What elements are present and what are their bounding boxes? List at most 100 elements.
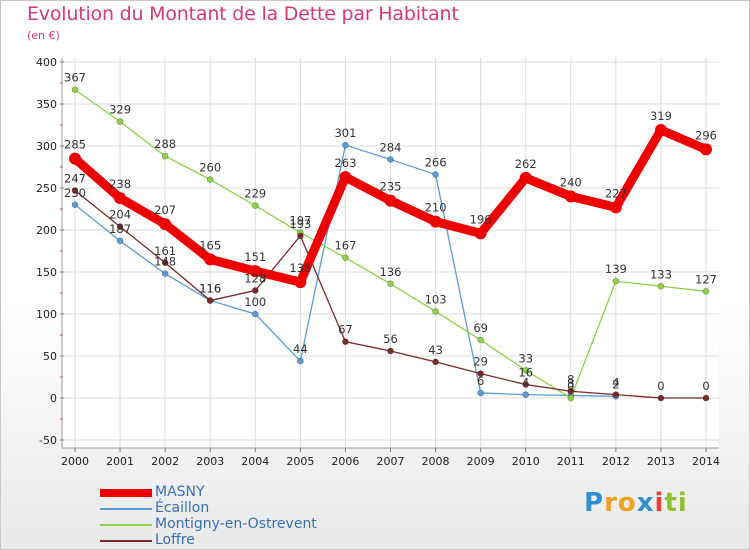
data-label-loffre: 161 — [154, 244, 176, 258]
data-label-montigny-en-ostrevent: 260 — [199, 161, 221, 175]
legend-item-masny: MASNY — [100, 484, 360, 501]
data-point-ecaillon — [71, 201, 79, 209]
data-label-ecaillon: 148 — [154, 255, 176, 269]
y-tick-label: 350 — [36, 98, 57, 111]
data-point-masny — [339, 171, 352, 184]
logo-letter: x — [636, 488, 655, 518]
data-point-masny — [474, 227, 487, 240]
data-point-masny — [114, 192, 127, 205]
data-label-masny: 296 — [695, 128, 717, 142]
x-tick-label: 2010 — [512, 455, 540, 468]
data-label-ecaillon: 301 — [334, 126, 356, 140]
data-point-masny — [249, 265, 262, 278]
data-label-montigny-en-ostrevent: 103 — [425, 292, 447, 306]
data-point-ecaillon — [387, 156, 394, 163]
y-tick-label: 0 — [50, 392, 57, 405]
data-point-loffre — [657, 394, 665, 402]
x-tick-label: 2005 — [286, 455, 314, 468]
logo-letter: i — [677, 488, 688, 518]
data-label-montigny-en-ostrevent: 197 — [289, 214, 311, 228]
data-label-montigny-en-ostrevent: 167 — [334, 239, 356, 253]
y-tick-label: 250 — [36, 182, 57, 195]
data-point-masny — [654, 124, 667, 137]
data-label-masny: 285 — [64, 138, 86, 152]
data-point-masny — [700, 143, 712, 156]
data-label-ecaillon: 116 — [199, 282, 221, 296]
data-label-masny: 263 — [334, 156, 356, 170]
data-point-loffre — [567, 387, 575, 395]
data-label-ecaillon: 6 — [477, 374, 484, 388]
chart-title: Evolution du Montant de la Dette par Hab… — [27, 3, 459, 25]
data-point-montigny-en-ostrevent — [567, 394, 575, 402]
data-label-masny: 235 — [380, 180, 402, 194]
legend-swatch-ecaillon — [100, 508, 152, 510]
data-label-masny: 262 — [515, 157, 537, 171]
data-label-masny: 210 — [425, 201, 447, 215]
data-point-ecaillon — [251, 310, 259, 318]
chart-unit: (en €) — [27, 29, 60, 42]
data-label-ecaillon: 44 — [293, 342, 308, 356]
legend-label-ecaillon: Écaillon — [155, 500, 210, 516]
data-label-ecaillon: 4 — [522, 376, 529, 390]
data-label-ecaillon: 100 — [244, 295, 266, 309]
data-label-montigny-en-ostrevent: 33 — [518, 351, 533, 365]
data-point-loffre — [297, 232, 304, 240]
logo-letter: P — [584, 488, 605, 518]
x-tick-label: 2008 — [422, 455, 450, 468]
data-label-loffre: 16 — [518, 366, 533, 380]
data-label-loffre: 204 — [109, 208, 131, 222]
data-point-loffre — [342, 338, 349, 346]
legend-swatch-loffre — [100, 540, 152, 542]
data-point-loffre — [612, 391, 620, 398]
x-tick-label: 2014 — [692, 455, 720, 468]
data-label-masny: 238 — [109, 177, 131, 191]
data-label-montigny-en-ostrevent: 133 — [650, 267, 672, 281]
x-tick-label: 2006 — [331, 455, 359, 468]
data-point-ecaillon — [116, 237, 124, 245]
data-point-loffre — [71, 187, 79, 194]
data-point-loffre — [116, 223, 124, 230]
y-tick-label: 300 — [36, 140, 57, 153]
data-label-montigny-en-ostrevent: 329 — [109, 103, 131, 117]
legend-swatch-masny — [100, 489, 152, 497]
data-point-montigny-en-ostrevent — [342, 254, 349, 262]
data-label-loffre: 247 — [64, 172, 86, 186]
x-tick-label: 2000 — [61, 455, 89, 468]
data-label-masny: 319 — [650, 109, 672, 123]
y-tick-label: 50 — [43, 350, 57, 363]
logo-letter: o — [617, 488, 637, 518]
data-point-masny — [519, 171, 532, 184]
data-label-loffre: 56 — [383, 332, 398, 346]
data-label-ecaillon: 230 — [64, 186, 86, 200]
x-tick-label: 2004 — [241, 455, 269, 468]
data-point-montigny-en-ostrevent — [71, 86, 79, 94]
legend-label-loffre: Loffre — [155, 532, 195, 548]
data-label-ecaillon: 187 — [109, 222, 131, 236]
data-point-loffre — [702, 394, 710, 402]
y-tick-label: -50 — [39, 434, 57, 447]
data-label-loffre: 4 — [612, 376, 619, 390]
data-label-montigny-en-ostrevent: 288 — [154, 137, 176, 151]
data-label-masny: 196 — [470, 212, 492, 226]
data-label-loffre: 128 — [244, 271, 266, 285]
x-tick-label: 2011 — [557, 455, 585, 468]
y-tick-label: 150 — [36, 266, 57, 279]
data-point-ecaillon — [161, 270, 169, 277]
legend-label-montigny: Montigny-en-Ostrevent — [155, 516, 317, 532]
data-point-masny — [384, 194, 397, 207]
data-label-montigny-en-ostrevent: 0 — [567, 379, 574, 393]
legend-swatch-montigny — [100, 524, 152, 526]
x-tick-label: 2007 — [377, 455, 405, 468]
data-point-loffre — [251, 287, 259, 294]
data-point-masny — [564, 190, 577, 203]
data-point-masny — [429, 215, 442, 228]
data-label-montigny-en-ostrevent: 139 — [605, 262, 627, 276]
data-label-loffre: 29 — [473, 355, 488, 369]
legend-label-masny: MASNY — [155, 484, 205, 500]
y-tick-label: 400 — [36, 56, 57, 69]
data-point-masny — [294, 276, 307, 289]
data-point-masny — [159, 218, 172, 231]
data-label-loffre: 43 — [428, 343, 443, 357]
data-label-ecaillon: 266 — [425, 156, 447, 170]
